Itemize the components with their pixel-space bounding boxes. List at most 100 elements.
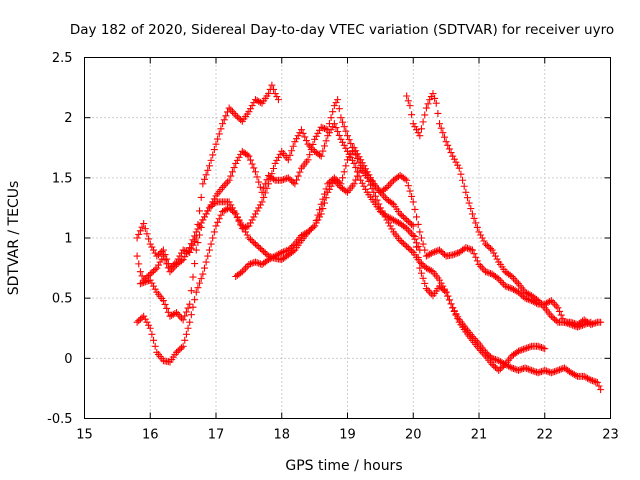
data-point xyxy=(490,355,498,363)
data-point xyxy=(541,366,549,374)
data-point xyxy=(329,108,337,116)
data-point xyxy=(251,210,259,218)
data-point xyxy=(342,144,350,152)
data-point xyxy=(401,175,409,183)
data-point xyxy=(187,287,195,295)
data-point xyxy=(559,365,567,373)
data-point xyxy=(416,264,424,272)
data-point xyxy=(483,268,491,276)
data-point xyxy=(258,188,266,196)
data-point xyxy=(403,176,411,184)
data-point xyxy=(251,240,259,248)
data-point xyxy=(373,196,381,204)
data-point xyxy=(537,368,545,376)
data-point xyxy=(227,172,235,180)
data-point xyxy=(337,114,345,122)
data-point xyxy=(511,365,519,373)
data-point xyxy=(255,97,263,105)
data-point xyxy=(271,159,279,167)
data-point xyxy=(360,182,368,190)
data-point xyxy=(388,225,396,233)
data-point xyxy=(164,308,172,316)
data-point xyxy=(210,199,218,207)
data-point xyxy=(342,187,350,195)
data-point xyxy=(148,330,156,338)
data-point xyxy=(462,188,470,196)
data-point xyxy=(401,223,409,231)
data-point xyxy=(186,318,194,326)
data-point xyxy=(406,228,414,236)
data-point xyxy=(408,111,416,119)
data-point xyxy=(319,147,327,155)
data-point xyxy=(143,318,151,326)
data-point xyxy=(554,366,562,374)
data-point xyxy=(291,180,299,188)
data-point xyxy=(470,250,478,258)
data-point xyxy=(465,245,473,253)
data-point xyxy=(396,236,404,244)
data-point xyxy=(133,252,141,260)
data-point xyxy=(324,132,332,140)
data-point xyxy=(207,240,215,248)
data-point xyxy=(243,151,251,159)
data-point xyxy=(491,363,499,371)
chart-title: Day 182 of 2020, Sidereal Day-to-day VTE… xyxy=(70,22,614,38)
data-point xyxy=(549,298,557,306)
data-point xyxy=(237,269,245,277)
data-point xyxy=(204,166,212,174)
data-point xyxy=(319,124,327,132)
series-trace-5 xyxy=(133,120,424,284)
data-point xyxy=(284,246,292,254)
data-point xyxy=(510,365,518,373)
data-point xyxy=(437,124,445,132)
data-point xyxy=(337,180,345,188)
axis-ticks: 15 16 17 18 19 20 21 22 23 -0.5 0 0.5 1 1.5 2 2.5 xyxy=(47,51,619,443)
data-point xyxy=(177,257,185,265)
data-point xyxy=(291,138,299,146)
data-point xyxy=(173,348,181,356)
data-point xyxy=(200,264,208,272)
data-point xyxy=(156,249,164,257)
data-point xyxy=(567,321,575,329)
data-point xyxy=(534,369,542,377)
data-point xyxy=(196,222,204,230)
data-point xyxy=(406,245,414,253)
data-point xyxy=(320,190,328,198)
data-point xyxy=(237,116,245,124)
data-point xyxy=(526,366,534,374)
data-point xyxy=(230,207,238,215)
data-point xyxy=(316,206,324,214)
data-point xyxy=(439,129,447,137)
data-point xyxy=(191,232,199,240)
data-point xyxy=(153,264,161,272)
data-point xyxy=(503,283,511,291)
data-point xyxy=(424,100,432,108)
data-point xyxy=(477,262,485,270)
data-point xyxy=(136,227,144,235)
data-point xyxy=(217,211,225,219)
data-point xyxy=(256,260,264,268)
data-point xyxy=(427,93,435,101)
data-point xyxy=(217,125,225,133)
data-point xyxy=(409,232,417,240)
data-point xyxy=(145,321,153,329)
data-point xyxy=(133,318,141,326)
data-point xyxy=(533,295,541,303)
data-point xyxy=(360,162,368,170)
data-point xyxy=(516,290,524,298)
data-point xyxy=(473,223,481,231)
data-point xyxy=(284,156,292,164)
data-point xyxy=(233,214,241,222)
data-point xyxy=(181,312,189,320)
data-point xyxy=(449,251,457,259)
data-point xyxy=(225,104,233,112)
data-point xyxy=(314,129,322,137)
data-point xyxy=(248,102,256,110)
data-point xyxy=(495,366,503,374)
data-point xyxy=(472,219,480,227)
data-point xyxy=(260,248,268,256)
data-point xyxy=(506,271,514,279)
data-point xyxy=(141,275,149,283)
x-tick-label: 17 xyxy=(208,428,225,443)
data-point xyxy=(460,182,468,190)
